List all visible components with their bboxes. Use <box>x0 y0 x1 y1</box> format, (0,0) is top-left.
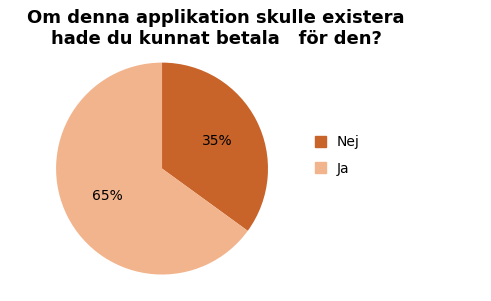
Text: Om denna applikation skulle existera
hade du kunnat betala   för den?: Om denna applikation skulle existera had… <box>27 9 405 48</box>
Text: 35%: 35% <box>201 134 232 148</box>
Wedge shape <box>162 63 268 231</box>
Text: 65%: 65% <box>92 189 123 203</box>
Wedge shape <box>56 63 248 275</box>
Legend: Nej, Ja: Nej, Ja <box>315 135 360 175</box>
